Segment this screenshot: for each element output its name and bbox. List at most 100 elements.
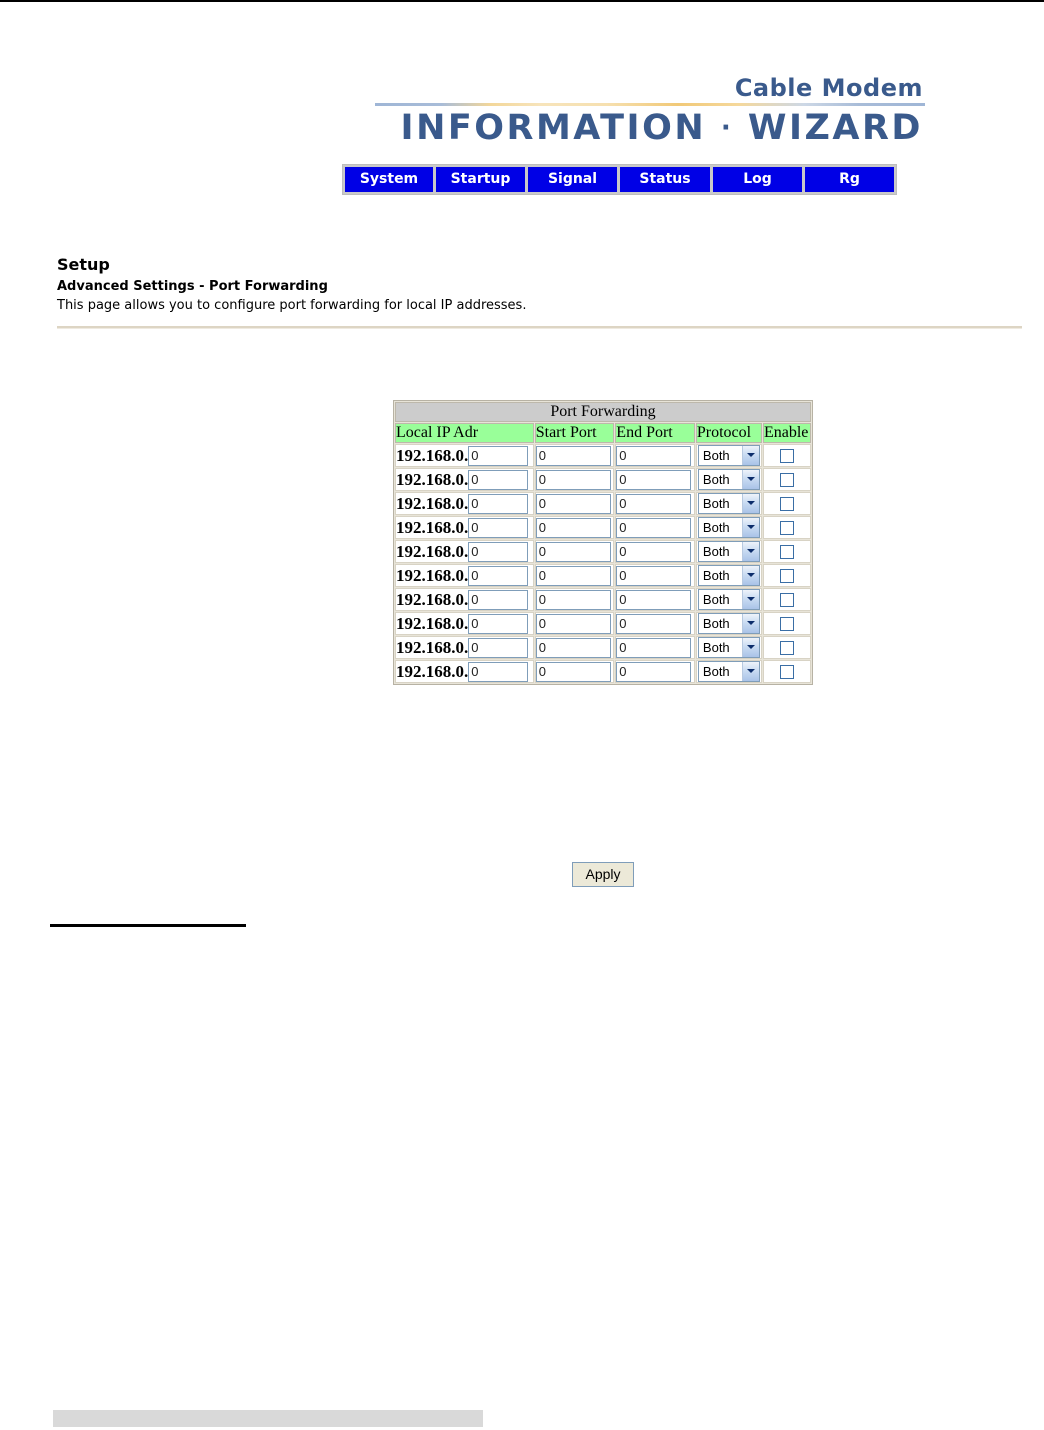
chevron-down-icon[interactable]	[741, 542, 759, 561]
page-title: Setup	[57, 255, 110, 274]
page-subtitle: Advanced Settings - Port Forwarding	[57, 279, 1022, 294]
protocol-select[interactable]: Both	[697, 661, 760, 682]
cell-end-port	[615, 444, 695, 467]
start-port-input[interactable]	[535, 661, 611, 682]
enable-checkbox[interactable]	[779, 544, 794, 559]
ip-octet-input[interactable]	[468, 613, 529, 634]
cell-protocol: Both	[695, 636, 762, 659]
protocol-select[interactable]: Both	[697, 565, 760, 586]
cell-enable	[762, 660, 811, 683]
start-port-input[interactable]	[535, 517, 611, 538]
cell-protocol: Both	[695, 492, 762, 515]
ip-octet-input[interactable]	[468, 661, 529, 682]
chevron-down-icon[interactable]	[741, 638, 759, 657]
end-port-input[interactable]	[616, 565, 692, 586]
end-port-input[interactable]	[616, 637, 692, 658]
start-port-input[interactable]	[535, 637, 611, 658]
chevron-down-icon[interactable]	[741, 518, 759, 537]
chevron-down-icon[interactable]	[741, 614, 759, 633]
enable-checkbox[interactable]	[779, 616, 794, 631]
cell-enable	[762, 612, 811, 635]
ip-octet-input[interactable]	[468, 541, 529, 562]
end-port-input[interactable]	[616, 469, 692, 490]
start-port-input[interactable]	[535, 445, 611, 466]
chevron-down-icon[interactable]	[741, 662, 759, 681]
cell-start-port	[534, 588, 615, 611]
protocol-select[interactable]: Both	[697, 517, 760, 538]
apply-button[interactable]: Apply	[572, 862, 634, 887]
ip-octet-input[interactable]	[468, 493, 529, 514]
table-row: 192.168.0. Both	[395, 564, 811, 587]
enable-checkbox[interactable]	[779, 448, 794, 463]
brand-divider-rule	[375, 103, 925, 106]
chevron-down-icon[interactable]	[741, 446, 759, 465]
protocol-select[interactable]: Both	[697, 469, 760, 490]
cell-local-ip: 192.168.0.	[395, 444, 534, 467]
enable-checkbox[interactable]	[779, 664, 794, 679]
end-port-input[interactable]	[616, 541, 692, 562]
chevron-down-icon[interactable]	[741, 494, 759, 513]
end-port-input[interactable]	[616, 613, 692, 634]
table-row: 192.168.0. Both	[395, 588, 811, 611]
protocol-select[interactable]: Both	[697, 541, 760, 562]
end-port-input[interactable]	[616, 589, 692, 610]
protocol-select[interactable]: Both	[697, 637, 760, 658]
protocol-select[interactable]: Both	[697, 445, 760, 466]
start-port-input[interactable]	[535, 613, 611, 634]
ip-prefix-label: 192.168.0.	[396, 469, 469, 489]
end-port-input[interactable]	[616, 517, 692, 538]
nav-item-status[interactable]: Status	[620, 167, 710, 192]
enable-checkbox[interactable]	[779, 496, 794, 511]
end-port-input[interactable]	[616, 661, 692, 682]
cell-local-ip: 192.168.0.	[395, 660, 534, 683]
protocol-select-value: Both	[702, 664, 730, 679]
table-caption: Port Forwarding	[395, 402, 811, 422]
table-row: 192.168.0. Both	[395, 540, 811, 563]
cell-local-ip: 192.168.0.	[395, 564, 534, 587]
ip-octet-input[interactable]	[468, 445, 529, 466]
cell-enable	[762, 636, 811, 659]
chevron-down-glyph	[746, 453, 755, 457]
ip-octet-input[interactable]	[468, 589, 529, 610]
table-header-row: Local IP Adr Start Port End Port Protoco…	[395, 423, 811, 443]
nav-item-rg[interactable]: Rg	[805, 167, 894, 192]
brand-wordmark-wizard: WIZARD	[747, 108, 923, 148]
protocol-select[interactable]: Both	[697, 493, 760, 514]
protocol-select[interactable]: Both	[697, 613, 760, 634]
ip-prefix-label: 192.168.0.	[396, 493, 469, 513]
cell-start-port	[534, 444, 615, 467]
cell-start-port	[534, 540, 615, 563]
protocol-select[interactable]: Both	[697, 589, 760, 610]
end-port-input[interactable]	[616, 493, 692, 514]
chevron-down-icon[interactable]	[741, 470, 759, 489]
ip-prefix-label: 192.168.0.	[396, 445, 469, 465]
nav-item-system[interactable]: System	[345, 167, 433, 192]
enable-checkbox[interactable]	[779, 640, 794, 655]
nav-item-signal[interactable]: Signal	[528, 167, 617, 192]
enable-checkbox[interactable]	[779, 592, 794, 607]
nav-item-startup[interactable]: Startup	[436, 167, 525, 192]
column-header-end-port: End Port	[615, 423, 695, 443]
chevron-down-icon[interactable]	[741, 590, 759, 609]
chevron-down-icon[interactable]	[741, 566, 759, 585]
ip-octet-input[interactable]	[468, 637, 529, 658]
end-port-input[interactable]	[616, 445, 692, 466]
start-port-input[interactable]	[535, 565, 611, 586]
start-port-input[interactable]	[535, 541, 611, 562]
enable-checkbox[interactable]	[779, 568, 794, 583]
table-caption-row: Port Forwarding	[395, 402, 811, 422]
enable-checkbox[interactable]	[779, 472, 794, 487]
ip-prefix-label: 192.168.0.	[396, 613, 469, 633]
table-row: 192.168.0. Both	[395, 660, 811, 683]
enable-checkbox[interactable]	[779, 520, 794, 535]
start-port-input[interactable]	[535, 469, 611, 490]
ip-octet-input[interactable]	[468, 517, 529, 538]
start-port-input[interactable]	[535, 493, 611, 514]
chevron-down-glyph	[746, 669, 755, 673]
ip-prefix-label: 192.168.0.	[396, 565, 469, 585]
ip-octet-input[interactable]	[468, 469, 529, 490]
start-port-input[interactable]	[535, 589, 611, 610]
column-header-local-ip: Local IP Adr	[395, 423, 534, 443]
nav-item-log[interactable]: Log	[713, 167, 802, 192]
ip-octet-input[interactable]	[468, 565, 529, 586]
